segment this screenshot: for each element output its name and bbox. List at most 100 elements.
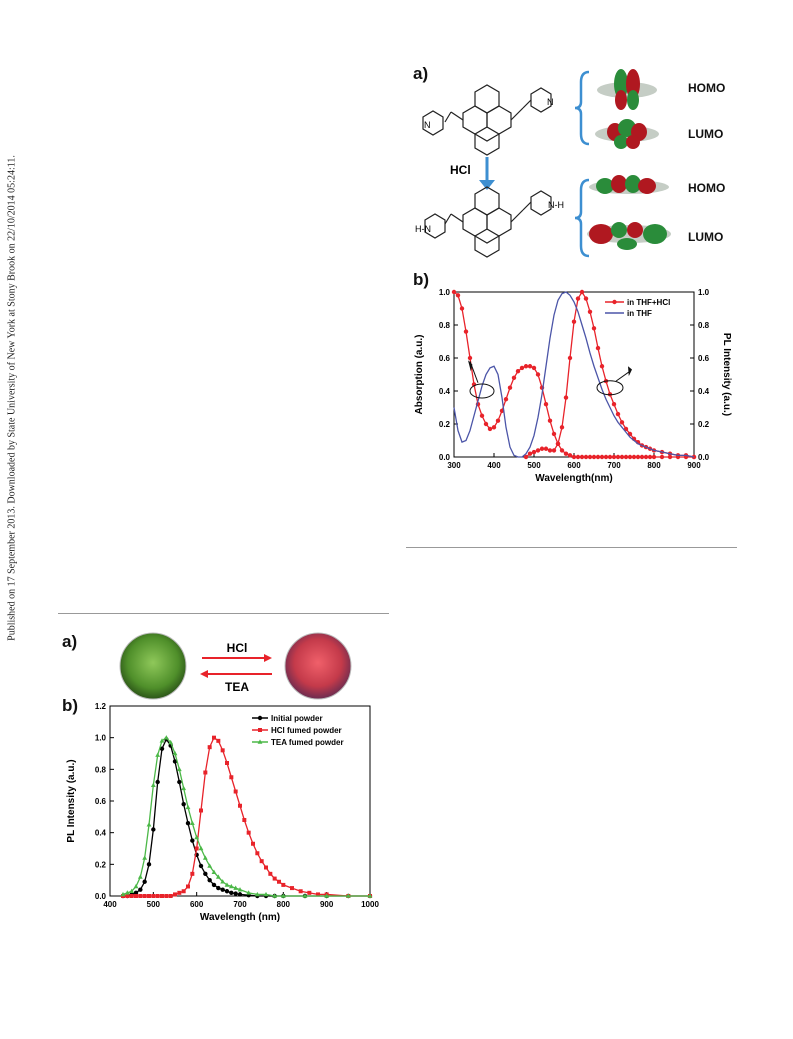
data-point [133, 890, 139, 896]
series-line [525, 290, 695, 458]
legend-marker [258, 728, 262, 732]
data-point [527, 364, 533, 369]
x-tick-label: 400 [487, 461, 501, 470]
pyridinium-right: N-H [548, 200, 564, 210]
data-point [120, 891, 126, 897]
y-axis-label: Absorption (a.u.) [414, 335, 425, 415]
y-axis-label: PL Intensity (a.u.) [66, 759, 77, 842]
data-point [479, 413, 485, 418]
orbital-image-homo-2 [589, 175, 669, 194]
data-point [583, 454, 589, 460]
y-tick-label: 0.2 [95, 860, 107, 869]
data-point [155, 779, 160, 785]
data-point [199, 808, 203, 813]
data-point [238, 803, 242, 808]
reaction-arrow-head [479, 180, 495, 190]
y2-tick-label: 0.0 [698, 453, 710, 462]
reverse-arrow-label: TEA [225, 680, 249, 694]
annotation-arrow-right [615, 370, 631, 382]
data-point [451, 289, 457, 295]
data-point [220, 887, 225, 892]
data-point [539, 446, 545, 451]
data-point [220, 879, 226, 884]
data-point [173, 892, 177, 897]
data-point [563, 451, 569, 456]
data-point [172, 759, 178, 764]
data-point [579, 454, 585, 460]
y-tick-label: 0.8 [95, 765, 107, 774]
data-point [203, 770, 208, 775]
data-point [190, 838, 195, 843]
data-point [207, 863, 213, 868]
orbital-image-homo-1 [597, 69, 657, 110]
pyridinium-left: H-N [415, 224, 431, 234]
data-point [507, 385, 513, 390]
data-point [503, 397, 509, 402]
data-point [138, 887, 143, 892]
data-point [129, 888, 135, 894]
data-point [635, 454, 641, 460]
top-panel-b-label: b) [413, 270, 430, 289]
orbital-label-homo-2: HOMO [688, 181, 726, 195]
divider-right [406, 547, 737, 548]
orbital-bracket-top [574, 70, 590, 146]
orbital-image-lumo-2 [587, 222, 671, 250]
neutral-molecule-structure [422, 84, 552, 156]
annotation-ellipse-right [596, 380, 624, 396]
x-tick-label: 500 [147, 900, 161, 909]
data-point [237, 892, 243, 897]
x-tick-label: 800 [277, 900, 291, 909]
data-point [224, 882, 230, 887]
divider-left [58, 613, 389, 614]
data-point [142, 894, 147, 898]
data-point [611, 402, 617, 407]
y-tick-label: 1.2 [95, 702, 107, 711]
x-tick-label: 400 [103, 900, 117, 909]
data-point [246, 890, 252, 895]
data-point [583, 296, 589, 301]
data-point [575, 454, 581, 460]
data-point [228, 883, 234, 889]
y-tick-label: 0.2 [439, 420, 451, 429]
data-point [603, 454, 609, 460]
orbital-label-lumo-1: LUMO [688, 127, 724, 141]
x-tick-label: 900 [687, 461, 701, 470]
data-point [233, 789, 238, 794]
data-point [290, 886, 294, 891]
data-point [263, 891, 269, 897]
data-point [527, 451, 533, 456]
x-tick-label: 500 [527, 461, 541, 470]
data-point [623, 454, 629, 460]
data-point [229, 775, 234, 780]
top-panel-a-label: a) [413, 64, 429, 83]
plot-frame [453, 291, 695, 458]
data-point [164, 894, 169, 898]
data-point [667, 454, 673, 460]
data-point [555, 441, 561, 446]
x-tick-label: 600 [190, 900, 204, 909]
orbital-label-homo-1: HOMO [688, 81, 726, 95]
data-point [181, 889, 186, 894]
data-point [159, 738, 165, 743]
data-point [551, 448, 557, 453]
data-point [202, 855, 208, 860]
orbital-bracket-bottom [574, 178, 590, 258]
data-point [160, 894, 164, 898]
data-point [519, 365, 525, 371]
data-point [242, 818, 247, 822]
data-point [198, 845, 204, 851]
y2-tick-label: 0.8 [698, 321, 710, 330]
y2-tick-label: 1.0 [698, 288, 710, 297]
legend-label: HCl fumed powder [271, 726, 342, 735]
data-point [216, 885, 221, 891]
series-line [123, 737, 370, 897]
y-tick-label: 0.8 [439, 321, 451, 330]
data-point [251, 841, 255, 846]
y-tick-label: 0.6 [439, 354, 451, 363]
data-point [567, 355, 573, 361]
data-point [575, 296, 581, 301]
y-tick-label: 0.4 [439, 387, 451, 396]
data-point [543, 446, 549, 451]
data-point [150, 782, 156, 787]
